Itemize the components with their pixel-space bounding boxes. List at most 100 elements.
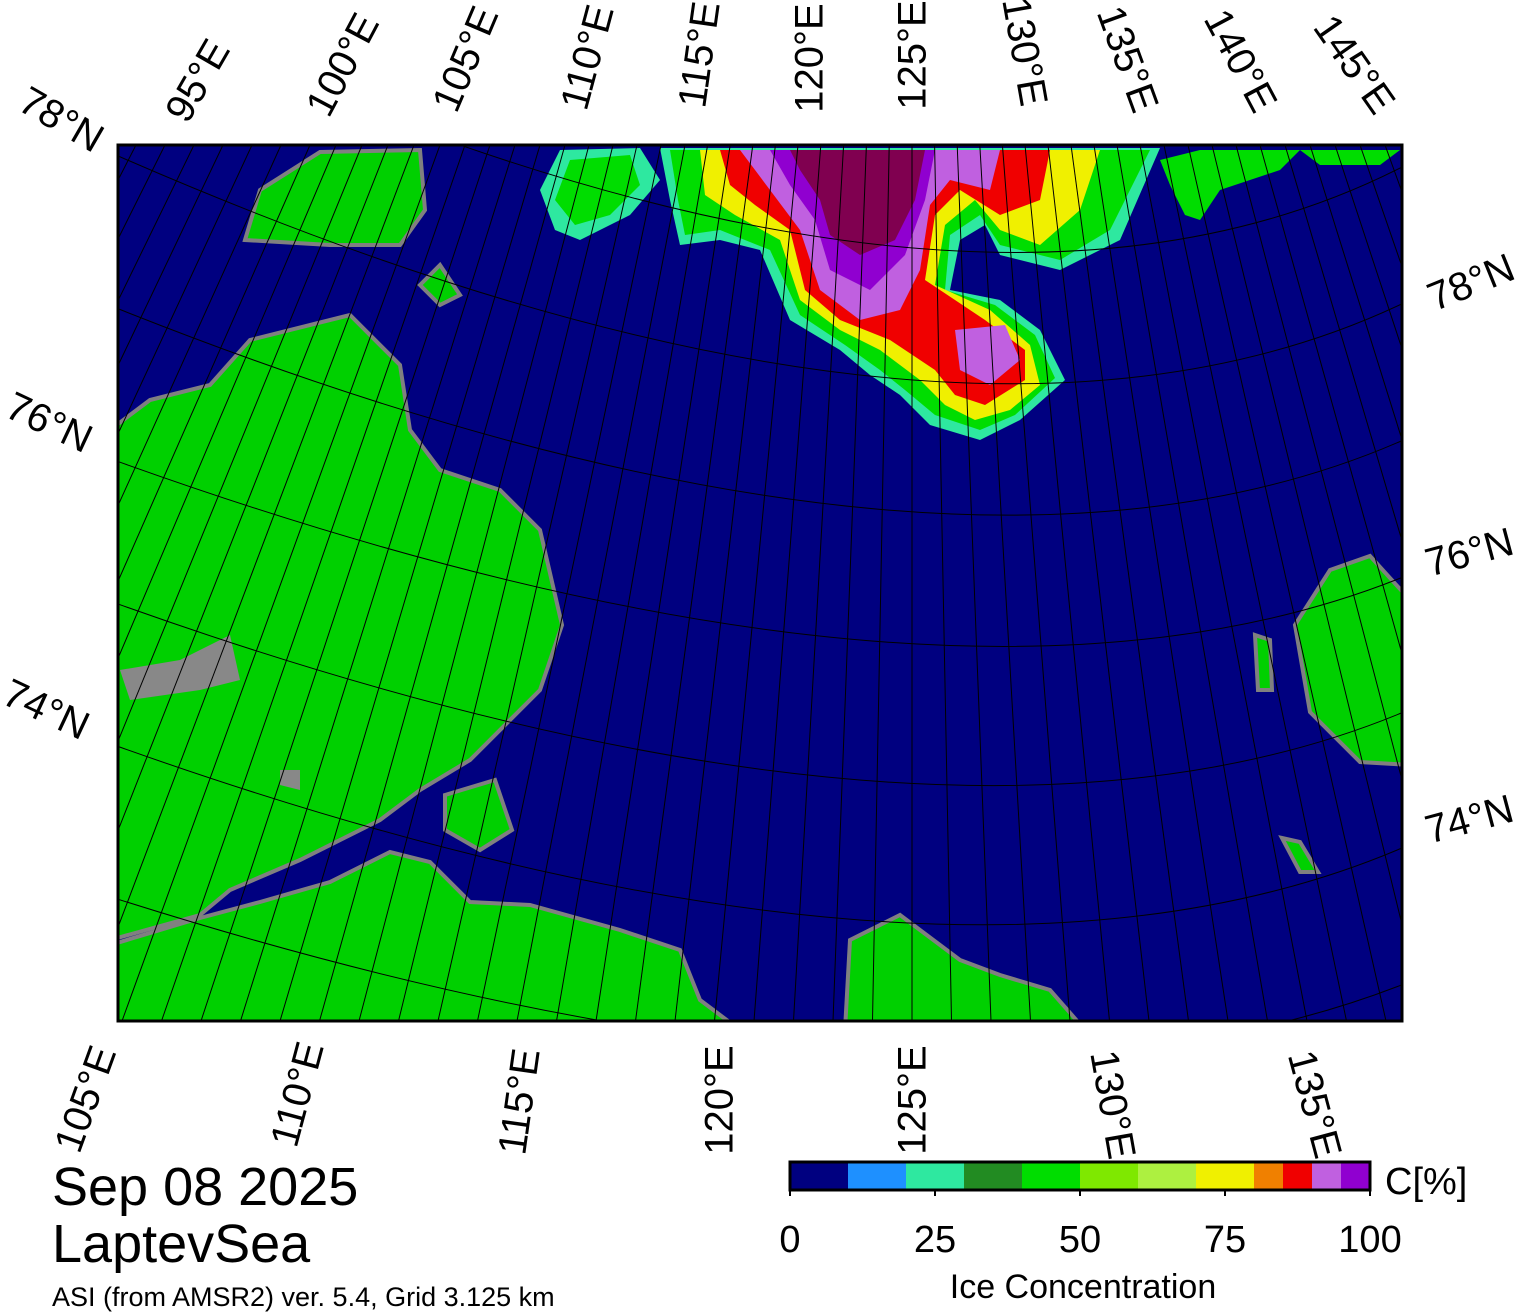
axis-label: 120°E — [698, 1045, 742, 1154]
meridian — [1093, 145, 1229, 1021]
colorbar-tick-label: 25 — [914, 1219, 956, 1261]
meridian — [118, 145, 195, 302]
meridian — [753, 145, 822, 1021]
meridian — [1259, 145, 1402, 656]
colorbar-segment — [848, 1162, 906, 1190]
axis-label: 145°E — [1305, 7, 1404, 122]
axis-label: 74°N — [1421, 787, 1519, 853]
meridian — [934, 145, 952, 1021]
meridian — [1116, 145, 1268, 1021]
meridian — [118, 145, 224, 367]
graticule — [0, 145, 1402, 1021]
map-region: LaptevSea — [52, 1214, 311, 1274]
axis-label: 74°N — [0, 671, 96, 749]
meridian — [319, 145, 566, 1021]
parallel — [118, 308, 1402, 516]
colorbar-unit: C[%] — [1385, 1161, 1467, 1203]
axis-label: 135°E — [1088, 0, 1167, 118]
meridian — [0, 145, 49, 1021]
parallel — [118, 603, 1402, 787]
axis-label: 76°N — [0, 384, 99, 462]
meridian — [279, 145, 541, 1021]
meridian — [477, 145, 662, 1021]
meridian — [674, 145, 776, 1021]
axis-label: 130°E — [993, 0, 1055, 109]
axis-label: 115°E — [490, 1046, 548, 1158]
meridian — [1235, 145, 1402, 782]
meridian — [956, 145, 992, 1021]
colorbar-tick-label: 0 — [779, 1219, 800, 1261]
meridian — [121, 145, 441, 1021]
meridian — [118, 145, 311, 583]
map-area — [0, 145, 1402, 1021]
meridian — [358, 145, 590, 1021]
colorbar-segment — [1254, 1162, 1283, 1190]
meridian — [118, 145, 389, 832]
meridian — [118, 145, 415, 929]
map-date: Sep 08 2025 — [52, 1157, 358, 1217]
axis-label: 125°E — [891, 1045, 935, 1154]
meridian — [1024, 145, 1110, 1021]
meridian — [0, 145, 107, 1021]
axis-label: 95°E — [157, 32, 239, 129]
axis-label: 110°E — [553, 0, 623, 114]
meridian — [793, 145, 845, 1021]
meridian — [1047, 145, 1150, 1021]
colorbar-segment — [1312, 1162, 1341, 1190]
colorbar-segment — [1080, 1162, 1138, 1190]
meridian — [832, 145, 867, 1021]
parallel — [118, 745, 1402, 926]
axis-label: 110°E — [263, 1037, 333, 1151]
parallel — [118, 460, 1402, 647]
meridian — [595, 145, 731, 1021]
meridian — [979, 145, 1031, 1021]
colorbar-segment — [1283, 1162, 1312, 1190]
axis-label: 76°N — [1421, 520, 1519, 586]
colorbar-tick-label: 75 — [1204, 1219, 1246, 1261]
axis-label: 140°E — [1195, 2, 1285, 119]
meridian — [398, 145, 614, 1021]
meridian — [1309, 145, 1402, 442]
colorbar-label: Ice Concentration — [950, 1268, 1217, 1306]
meridian — [1187, 145, 1387, 1021]
sea-ice — [540, 148, 1400, 440]
meridian — [240, 145, 516, 1021]
map-source: ASI (from AMSR2) ver. 5.4, Grid 3.125 km — [52, 1282, 555, 1312]
meridian — [118, 145, 282, 507]
meridian — [1334, 145, 1402, 351]
axis-label: 100°E — [298, 6, 388, 123]
parallel — [118, 898, 1402, 1021]
meridian — [118, 145, 337, 660]
axis-label: 105°E — [424, 0, 507, 118]
colorbar-segment — [1022, 1162, 1080, 1190]
meridian — [118, 145, 253, 435]
meridian — [0, 145, 78, 1021]
colorbar-segment — [906, 1162, 964, 1190]
meridian — [556, 145, 709, 1021]
parallel — [118, 155, 1402, 385]
colorbar-tick-label: 50 — [1059, 1219, 1101, 1261]
meridian — [200, 145, 491, 1021]
axis-label: 135°E — [1279, 1046, 1350, 1163]
colorbar-segment — [790, 1162, 848, 1190]
meridian — [161, 145, 466, 1021]
axis-label: 125°E — [891, 0, 935, 109]
axis-label: 78°N — [12, 78, 111, 161]
meridian — [872, 145, 890, 1021]
colorbar-segment — [1138, 1162, 1196, 1190]
meridian — [1211, 145, 1402, 927]
axis-label: 120°E — [788, 3, 832, 112]
colorbar-tick-label: 100 — [1338, 1219, 1401, 1261]
parallel — [458, 145, 1402, 253]
colorbar-segment — [1196, 1162, 1254, 1190]
axis-label: 78°N — [1421, 246, 1520, 320]
meridian — [1284, 145, 1402, 543]
axis-label: 105°E — [46, 1040, 125, 1158]
meridian — [714, 145, 799, 1021]
meridian — [1001, 145, 1071, 1021]
meridian — [1070, 145, 1189, 1021]
land — [118, 147, 1402, 1021]
colorbar-segment — [964, 1162, 1022, 1190]
meridian — [437, 145, 638, 1021]
